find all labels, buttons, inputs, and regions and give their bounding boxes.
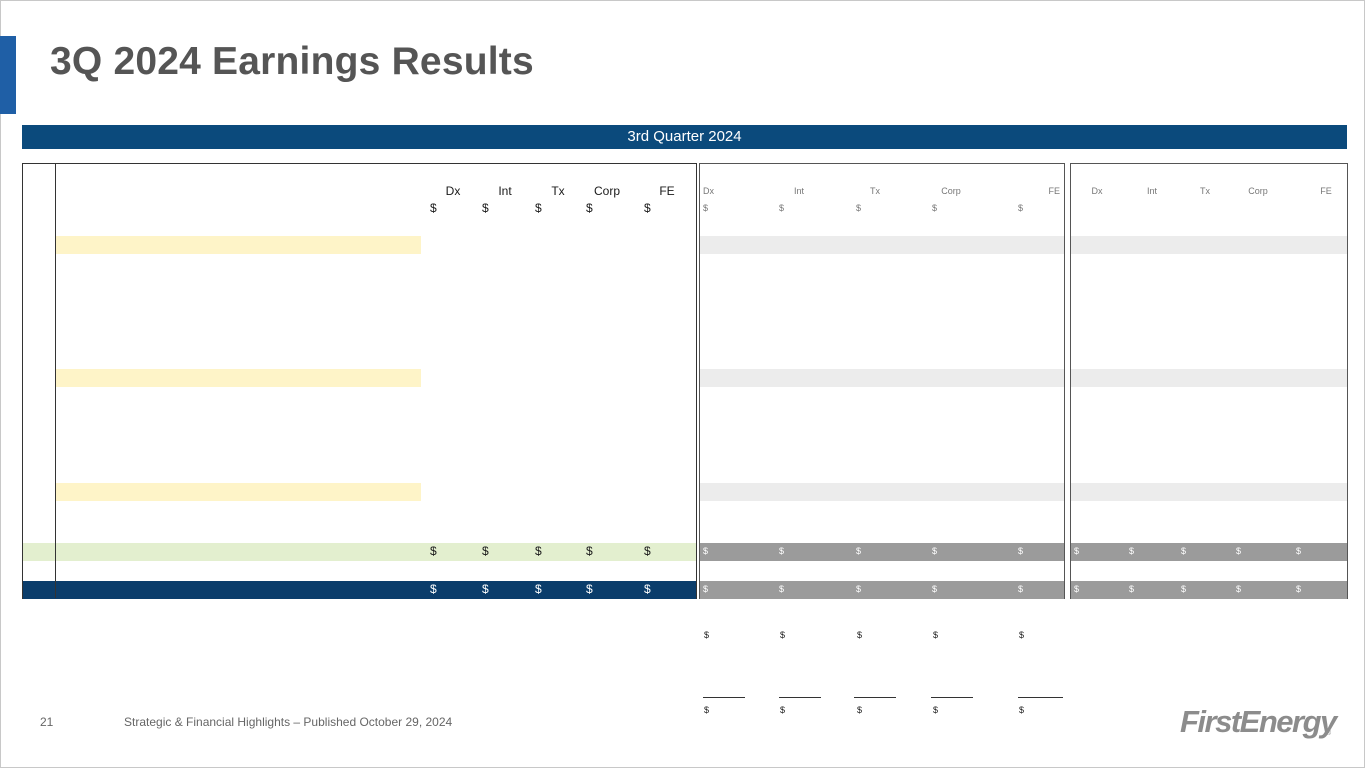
special-col-header: FE [1048,186,1060,196]
sum-underline [1018,697,1063,698]
special-total-bg [700,236,1064,254]
sum-underline [779,697,821,698]
gaap-dollar-sign: $ [430,201,437,215]
special-item-dollar: $ [780,630,786,640]
special-col-header: Tx [870,186,880,196]
gaap-col-header: Dx [445,184,461,198]
special-item-dollar: $ [704,705,710,715]
gaap-dollar-sign: $ [586,544,593,558]
operating-dollar-sign: $ [1181,584,1187,594]
special-dollar-sign: $ [1018,584,1024,594]
special-dollar-sign: $ [779,546,785,556]
operating-total-bg [1071,369,1347,387]
special-total-bg [700,369,1064,387]
footer-text: Strategic & Financial Highlights – Publi… [124,715,453,729]
sum-underline [703,697,745,698]
earnings-row-bg [23,543,696,561]
special-col-header: Int [793,186,804,196]
gaap-dollar-sign: $ [644,544,651,558]
special-dollar-sign: $ [703,203,709,213]
special-dollar-sign: $ [779,584,785,594]
total-row-bg [56,236,421,254]
special-item-dollar: $ [933,630,939,640]
special-dollar-sign: $ [1018,203,1024,213]
page-title: 3Q 2024 Earnings Results [50,40,534,83]
operating-dollar-sign: $ [1296,584,1302,594]
operating-dollar-sign: $ [1129,584,1135,594]
operating-col-header: Int [1146,186,1157,196]
special-item-dollar: $ [704,630,710,640]
special-earnings-bg [700,543,1064,561]
operating-dollar-sign: $ [1296,546,1302,556]
gaap-dollar-sign: $ [430,544,437,558]
special-col-header: Dx [703,186,714,196]
operating-dollar-sign: $ [1074,546,1080,556]
special-item-dollar: $ [1019,630,1025,640]
page-number: 21 [40,715,54,729]
operating-total-bg [1071,483,1347,501]
special-item-dollar: $ [857,630,863,640]
special-dollar-sign: $ [703,584,709,594]
operating-col-header: Corp [1248,186,1268,196]
firstenergy-logo: FirstEnergy [1180,704,1337,739]
special-eps-bg [700,581,1064,599]
operating-eps-bg [1071,581,1347,599]
special-dollar-sign: $ [856,203,862,213]
gaap-dollar-sign: $ [586,582,593,596]
special-item-dollar: $ [780,705,786,715]
gaap-col-header: Tx [551,184,565,198]
operating-dollar-sign: $ [1181,546,1187,556]
title-accent-bar [0,36,16,114]
eps-row-bg [23,581,696,599]
special-dollar-sign: $ [932,203,938,213]
registered-mark: ® [1326,730,1332,737]
gaap-col-header: Int [498,184,512,198]
special-dollar-sign: $ [856,546,862,556]
operating-total-bg [1071,236,1347,254]
gaap-dollar-sign: $ [535,201,542,215]
quarter-banner: 3rd Quarter 2024 [22,125,1347,149]
special-dollar-sign: $ [932,546,938,556]
special-dollar-sign: $ [779,203,785,213]
gaap-dollar-sign: $ [535,544,542,558]
special-dollar-sign: $ [932,584,938,594]
gaap-dollar-sign: $ [586,201,593,215]
operating-col-header: FE [1320,186,1332,196]
operating-col-header: Dx [1091,186,1103,196]
gaap-dollar-sign: $ [482,201,489,215]
special-col-header: Corp [941,186,961,196]
special-item-dollar: $ [1019,705,1025,715]
special-dollar-sign: $ [1018,546,1024,556]
total-row-bg [56,369,421,387]
special-item-dollar: $ [933,705,939,715]
gaap-dollar-sign: $ [430,582,437,596]
sum-underline [854,697,896,698]
operating-col-header: Tx [1200,186,1210,196]
gaap-col-header: FE [659,184,675,198]
gaap-col-header: Corp [593,184,620,198]
total-row-bg [56,483,421,501]
gaap-dollar-sign: $ [482,544,489,558]
operating-dollar-sign: $ [1074,584,1080,594]
gaap-dollar-sign: $ [644,201,651,215]
special-dollar-sign: $ [703,546,709,556]
gaap-dollar-sign: $ [482,582,489,596]
sum-underline [931,697,973,698]
operating-dollar-sign: $ [1236,584,1242,594]
special-item-dollar: $ [857,705,863,715]
special-dollar-sign: $ [856,584,862,594]
operating-earnings-bg [1071,543,1347,561]
operating-dollar-sign: $ [1236,546,1242,556]
gaap-dollar-sign: $ [535,582,542,596]
gaap-dollar-sign: $ [644,582,651,596]
special-total-bg [700,483,1064,501]
operating-dollar-sign: $ [1129,546,1135,556]
number-column-divider [55,164,56,598]
